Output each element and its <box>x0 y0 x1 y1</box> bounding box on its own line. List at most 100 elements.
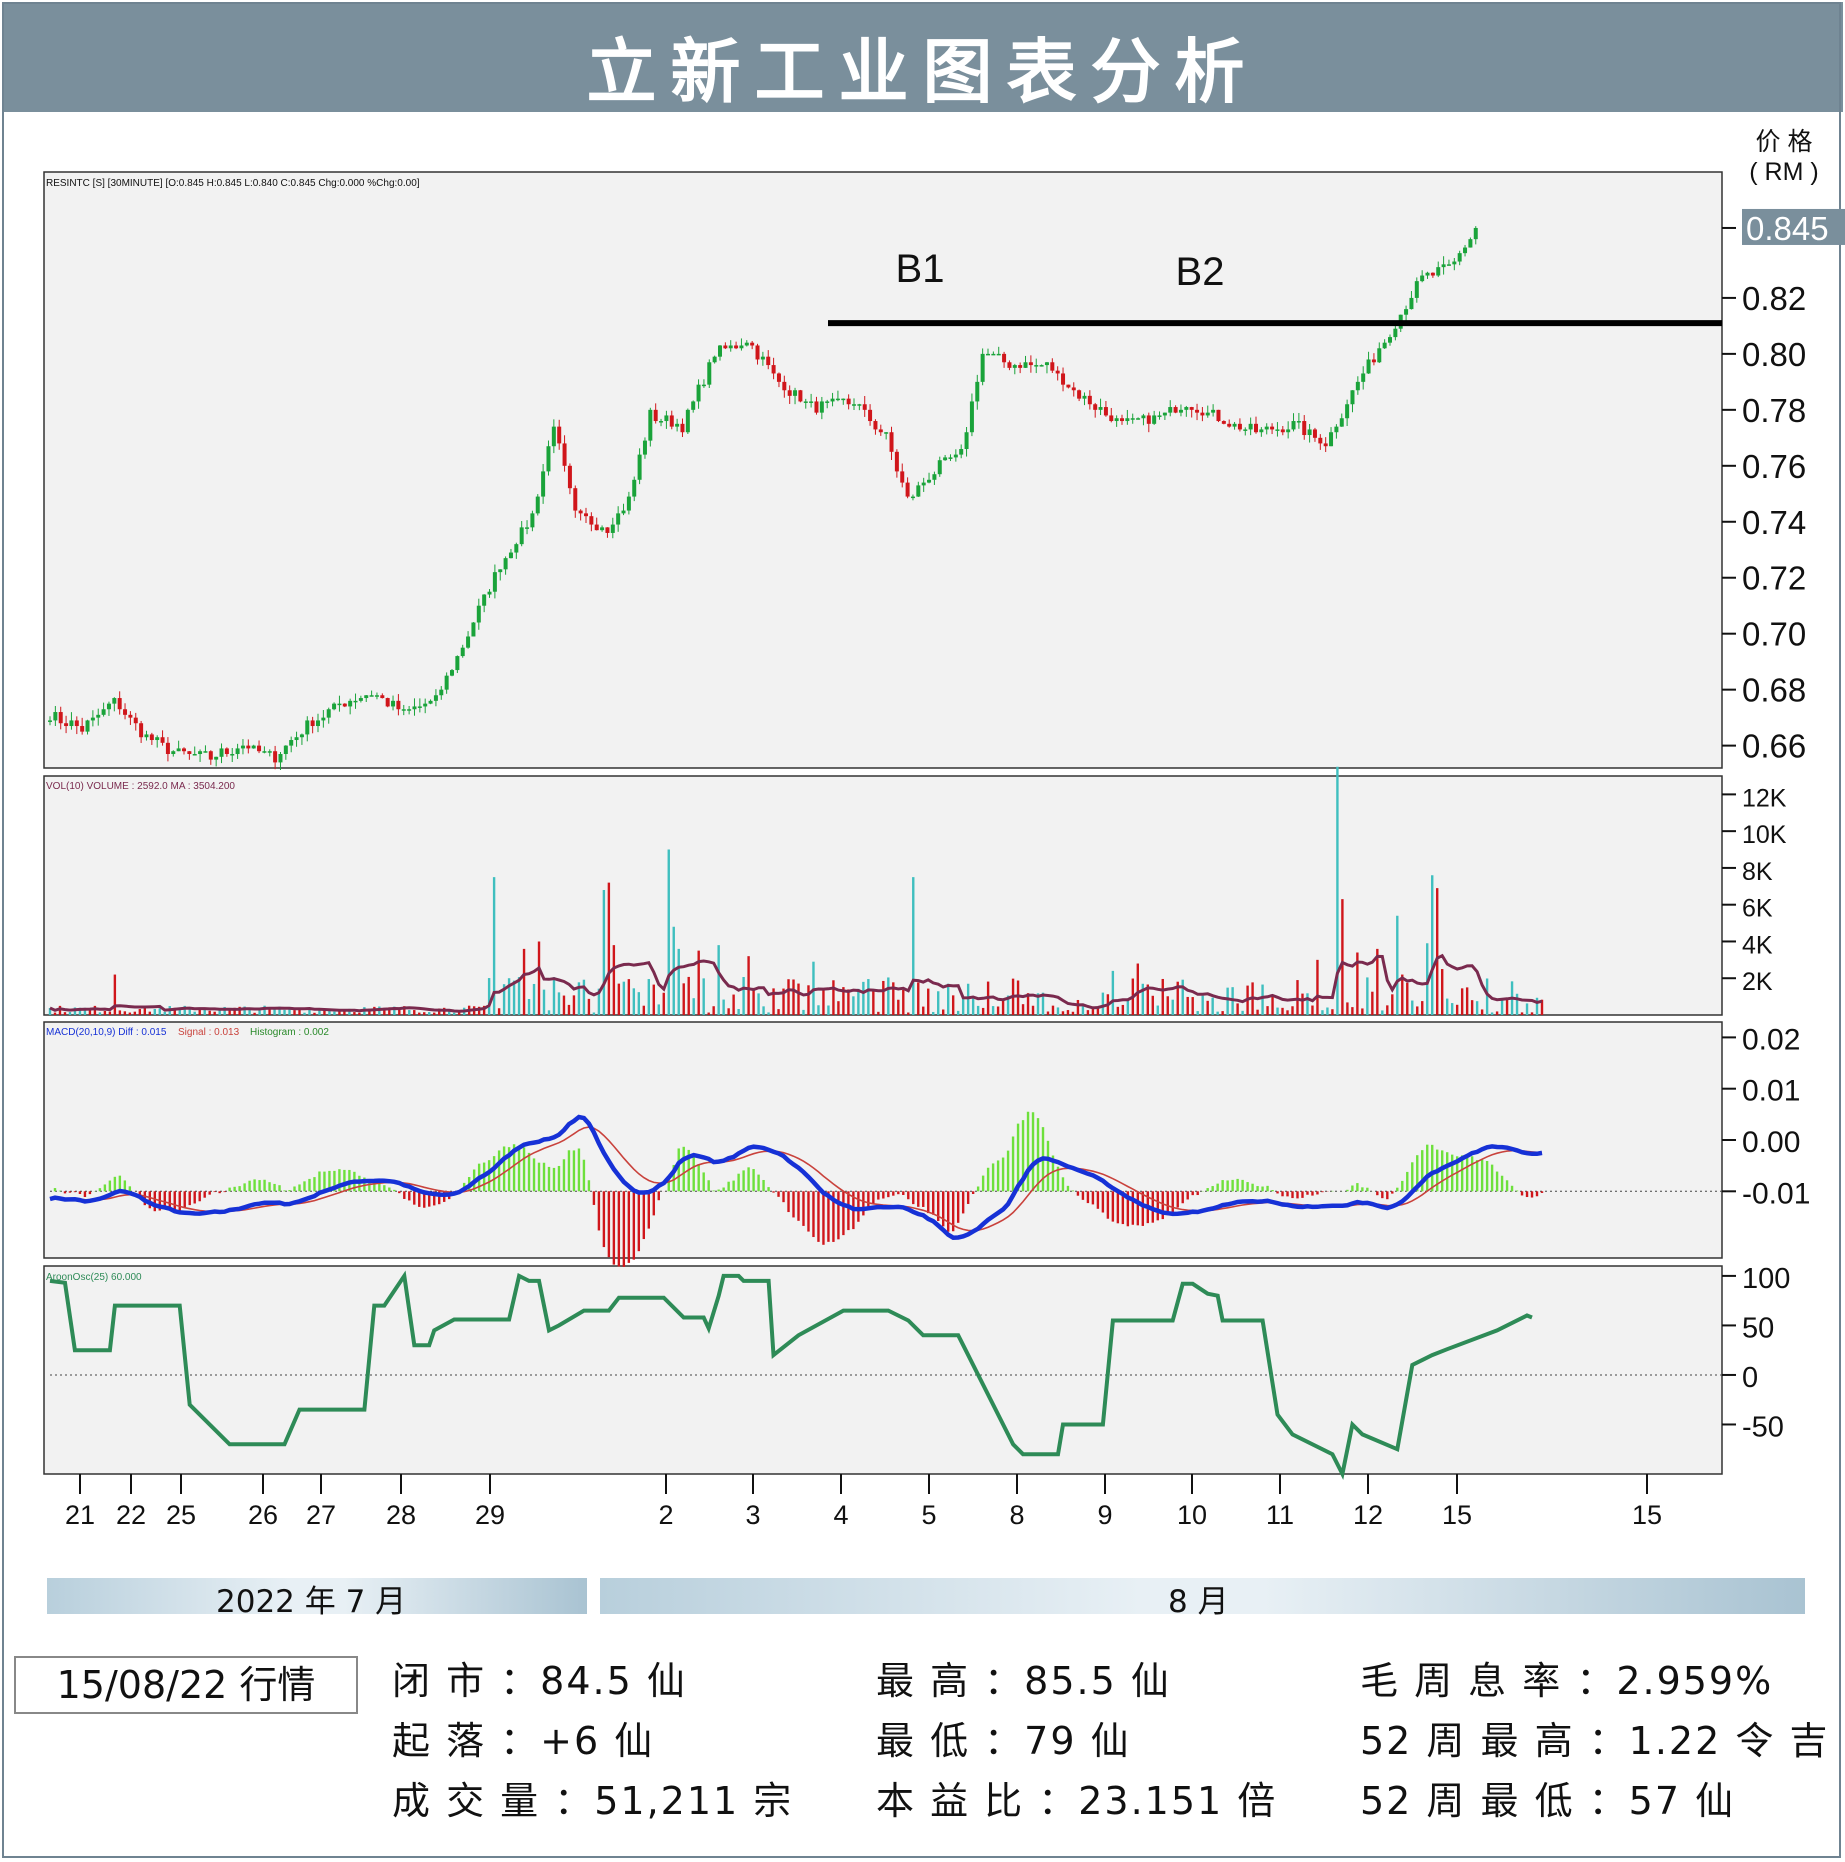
candle-body <box>1388 337 1392 343</box>
price-axis-tick-label: 0.76 <box>1742 448 1806 485</box>
candle-body <box>1468 239 1473 248</box>
candle-body <box>1323 443 1328 447</box>
candle-body <box>948 457 953 459</box>
candle-body <box>1452 261 1457 265</box>
candle-body <box>1039 365 1044 367</box>
candle-body <box>423 703 428 707</box>
candle-body <box>1382 342 1387 349</box>
candle-body <box>1034 365 1039 367</box>
candle-body <box>750 342 755 346</box>
stat-close: 闭 市 ：84.5 仙 <box>392 1659 687 1703</box>
candle-body <box>659 421 664 423</box>
price-axis-tick-label: 0.68 <box>1742 672 1806 709</box>
candle-body <box>1366 359 1371 374</box>
candle-body <box>160 737 165 743</box>
candle-body <box>251 745 256 749</box>
candle-body <box>519 527 524 545</box>
stat-52w-high: 52 周 最 高 ：1.22 令 吉 <box>1360 1719 1830 1763</box>
candle-body <box>348 700 353 707</box>
candle-body <box>632 479 637 497</box>
candle-body <box>155 737 160 741</box>
candle-body <box>1259 429 1264 433</box>
candle-body <box>1302 421 1307 436</box>
candle-body <box>868 409 873 422</box>
candle-body <box>1345 404 1350 419</box>
candle-body <box>1211 409 1216 413</box>
candle-body <box>986 353 990 356</box>
macd-panel <box>43 1021 1723 1259</box>
candle-body <box>176 748 181 752</box>
candle-body <box>857 404 862 406</box>
candle-body <box>932 474 937 480</box>
stat-52w-low: 52 周 最 低 ：57 仙 <box>1360 1779 1736 1823</box>
candle-body <box>1243 429 1248 431</box>
candle-body <box>642 440 647 455</box>
aroon-panel <box>43 1265 1723 1475</box>
volume-axis-tick-label: 8K <box>1742 858 1773 886</box>
candle-body <box>594 524 599 531</box>
candle-body <box>257 745 262 752</box>
candle-body <box>1436 267 1441 276</box>
macd-axis-tick-label: -0.01 <box>1742 1177 1810 1210</box>
candle-body <box>900 471 905 483</box>
candle-body <box>1430 272 1435 276</box>
candle-body <box>1136 418 1141 420</box>
candle-body <box>385 698 390 707</box>
candle-body <box>96 714 101 718</box>
candle-body <box>58 712 63 724</box>
candle-body <box>648 409 653 441</box>
candle-body <box>289 740 294 746</box>
candle-body <box>1087 395 1092 405</box>
candle-body <box>701 384 706 387</box>
candle-body <box>1350 390 1355 405</box>
candle-body <box>1162 412 1167 416</box>
candle-body <box>1018 365 1023 368</box>
candle-body <box>707 362 712 385</box>
y-axis-title: 价 格 <box>1756 128 1813 156</box>
candle-body <box>1318 437 1323 444</box>
candle-body <box>873 421 878 430</box>
symbol-info-label: RESINTC [S] [30MINUTE] [O:0.845 H:0.845 … <box>46 178 420 189</box>
candle-body <box>428 700 433 704</box>
month-bar-august <box>600 1578 1805 1614</box>
candle-body <box>685 409 690 433</box>
candle-body <box>626 496 631 511</box>
last-price-label: 0.845 <box>1746 210 1829 247</box>
candle-body <box>825 401 830 403</box>
candle-body <box>492 572 497 592</box>
candle-body <box>551 426 556 447</box>
candle-body <box>1146 415 1151 424</box>
candle-body <box>283 745 288 755</box>
candle-body <box>117 698 122 710</box>
candle-body <box>653 409 658 422</box>
candle-body <box>1393 328 1398 338</box>
candle-body <box>1216 409 1221 422</box>
candle-body <box>364 695 369 699</box>
candle-body <box>455 656 460 671</box>
candle-body <box>1307 429 1312 436</box>
x-axis-tick-label: 22 <box>116 1500 146 1530</box>
candle-body <box>503 558 508 570</box>
candle-body <box>396 700 401 710</box>
candle-body <box>1339 418 1344 427</box>
candle-body <box>1355 381 1360 391</box>
candle-body <box>910 496 915 499</box>
candle-body <box>835 398 840 401</box>
candle-body <box>1178 409 1183 413</box>
candle-body <box>787 390 792 396</box>
candle-body <box>1420 275 1425 282</box>
candle-body <box>675 423 680 427</box>
candle-body <box>165 742 170 755</box>
candle-body <box>610 524 615 533</box>
candle-body <box>1125 418 1130 422</box>
candle-body <box>369 695 374 697</box>
x-axis-tick-label: 15 <box>1632 1500 1662 1530</box>
candle-body <box>1007 362 1012 368</box>
candle-body <box>755 345 760 360</box>
price-panel <box>43 171 1723 769</box>
candle-body <box>246 745 251 749</box>
candle-body <box>557 426 562 444</box>
candle-body <box>1130 418 1135 420</box>
candle-body <box>916 485 921 497</box>
candle-body <box>1457 253 1462 262</box>
